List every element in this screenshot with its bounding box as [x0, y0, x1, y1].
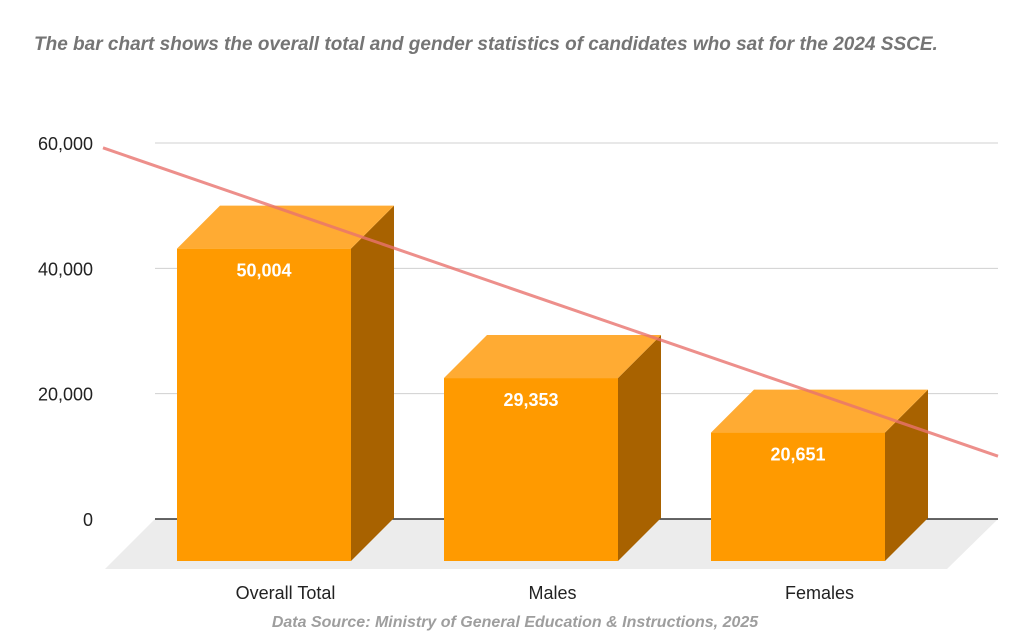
- bar-side-face: [618, 335, 661, 561]
- bar: [177, 205, 394, 561]
- y-tick-label: 0: [83, 510, 93, 530]
- data-label: 29,353: [503, 390, 558, 410]
- bar-top-face: [177, 205, 394, 249]
- category-label: Males: [528, 583, 576, 603]
- bar-side-face: [351, 205, 394, 561]
- data-source-note: Data Source: Ministry of General Educati…: [271, 614, 759, 631]
- category-label: Overall Total: [236, 583, 336, 603]
- bar-top-face: [711, 389, 928, 433]
- bar-side-face: [885, 389, 928, 561]
- y-tick-label: 60,000: [38, 134, 93, 154]
- chart-title: The bar chart shows the overall total an…: [34, 34, 938, 55]
- bar-top-face: [444, 335, 661, 379]
- bar: [711, 389, 928, 561]
- bar-front-face: [177, 248, 351, 561]
- data-label: 50,004: [236, 261, 291, 281]
- data-label: 20,651: [770, 445, 825, 465]
- bar-front-face: [711, 432, 885, 561]
- trendline: [102, 146, 999, 458]
- bar: [444, 335, 661, 561]
- y-tick-label: 20,000: [38, 385, 93, 405]
- y-tick-label: 40,000: [38, 259, 93, 279]
- bar-front-face: [444, 378, 618, 561]
- category-label: Females: [785, 583, 854, 603]
